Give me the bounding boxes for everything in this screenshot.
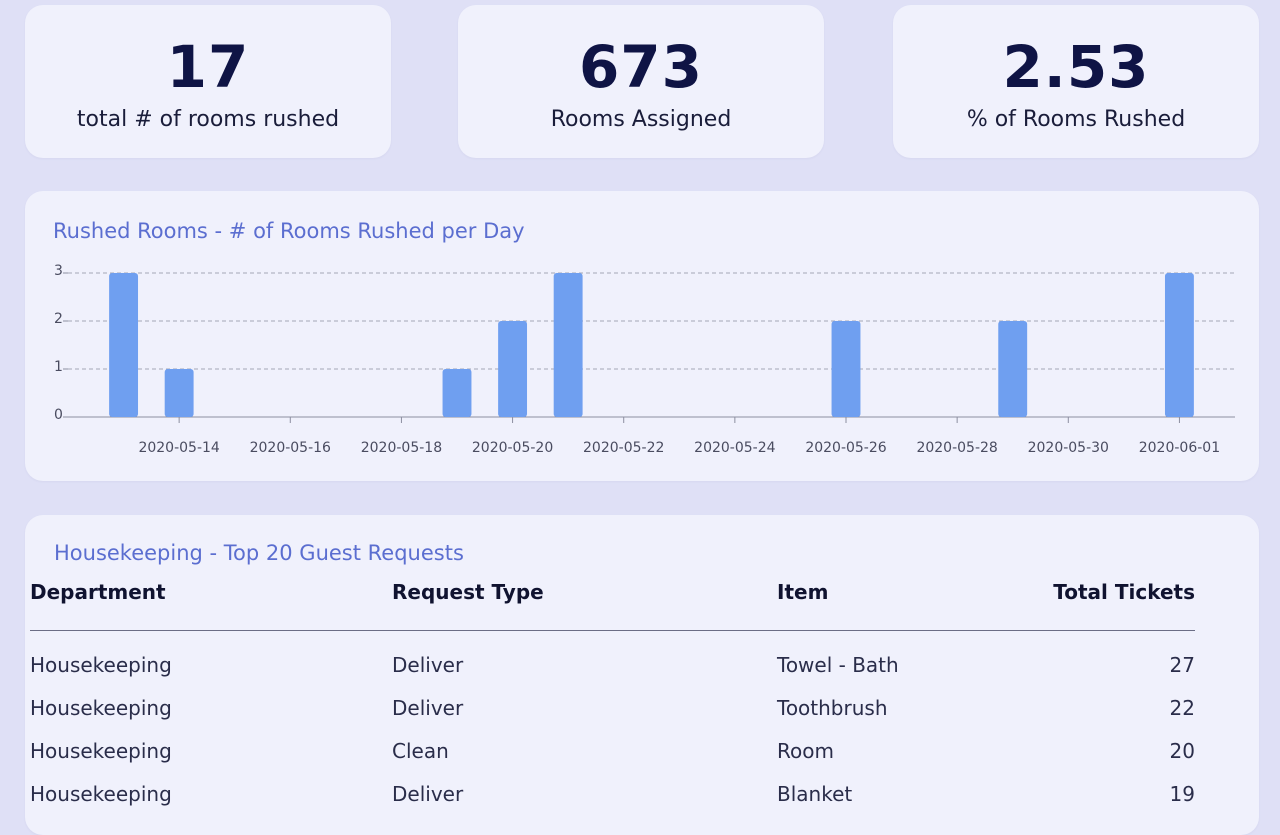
kpi-value: 17 bbox=[166, 33, 250, 101]
header-total-tickets: Total Tickets bbox=[1027, 580, 1195, 631]
header-department: Department bbox=[30, 580, 392, 631]
kpi-value: 673 bbox=[578, 33, 704, 101]
cell-department: Housekeeping bbox=[30, 738, 172, 763]
rushed-rooms-chart-card: Rushed Rooms - # of Rooms Rushed per Day bbox=[25, 191, 1259, 481]
table-row: Housekeeping Deliver Towel - Bath 27 bbox=[30, 631, 1195, 687]
cell-total-tickets: 22 bbox=[1169, 695, 1195, 720]
cell-request-type: Deliver bbox=[392, 781, 464, 806]
table-header-row: Department Request Type Item Total Ticke… bbox=[30, 580, 1195, 631]
cell-item: Toothbrush bbox=[777, 695, 888, 720]
kpi-card-rooms-rushed: 17 total # of rooms rushed bbox=[25, 5, 391, 158]
cell-department: Housekeeping bbox=[30, 652, 172, 677]
cell-item: Room bbox=[777, 738, 834, 763]
kpi-card-rooms-assigned: 673 Rooms Assigned bbox=[458, 5, 824, 158]
cell-request-type: Clean bbox=[392, 738, 449, 763]
header-item: Item bbox=[777, 580, 1027, 631]
guest-requests-table: Department Request Type Item Total Ticke… bbox=[30, 580, 1195, 815]
table-row: Housekeeping Clean Room 20 bbox=[30, 729, 1195, 772]
cell-total-tickets: 19 bbox=[1169, 781, 1195, 806]
kpi-value: 2.53 bbox=[1002, 33, 1150, 101]
cell-item: Blanket bbox=[777, 781, 853, 806]
cell-total-tickets: 27 bbox=[1169, 652, 1195, 677]
chart-title: Rushed Rooms - # of Rooms Rushed per Day bbox=[53, 219, 525, 243]
table-row: Housekeeping Deliver Toothbrush 22 bbox=[30, 686, 1195, 729]
kpi-card-percent-rushed: 2.53 % of Rooms Rushed bbox=[893, 5, 1259, 158]
cell-total-tickets: 20 bbox=[1169, 738, 1195, 763]
cell-department: Housekeeping bbox=[30, 695, 172, 720]
kpi-label: % of Rooms Rushed bbox=[966, 107, 1186, 132]
kpi-label: Rooms Assigned bbox=[550, 107, 732, 132]
cell-item: Towel - Bath bbox=[777, 652, 899, 677]
cell-request-type: Deliver bbox=[392, 652, 464, 677]
kpi-label: total # of rooms rushed bbox=[76, 107, 340, 132]
cell-request-type: Deliver bbox=[392, 695, 464, 720]
cell-department: Housekeeping bbox=[30, 781, 172, 806]
guest-requests-table-card: Housekeeping - Top 20 Guest Requests bbox=[25, 515, 1259, 835]
table-title: Housekeeping - Top 20 Guest Requests bbox=[54, 541, 464, 565]
header-request-type: Request Type bbox=[392, 580, 777, 631]
table-row: Housekeeping Deliver Blanket 19 bbox=[30, 772, 1195, 815]
